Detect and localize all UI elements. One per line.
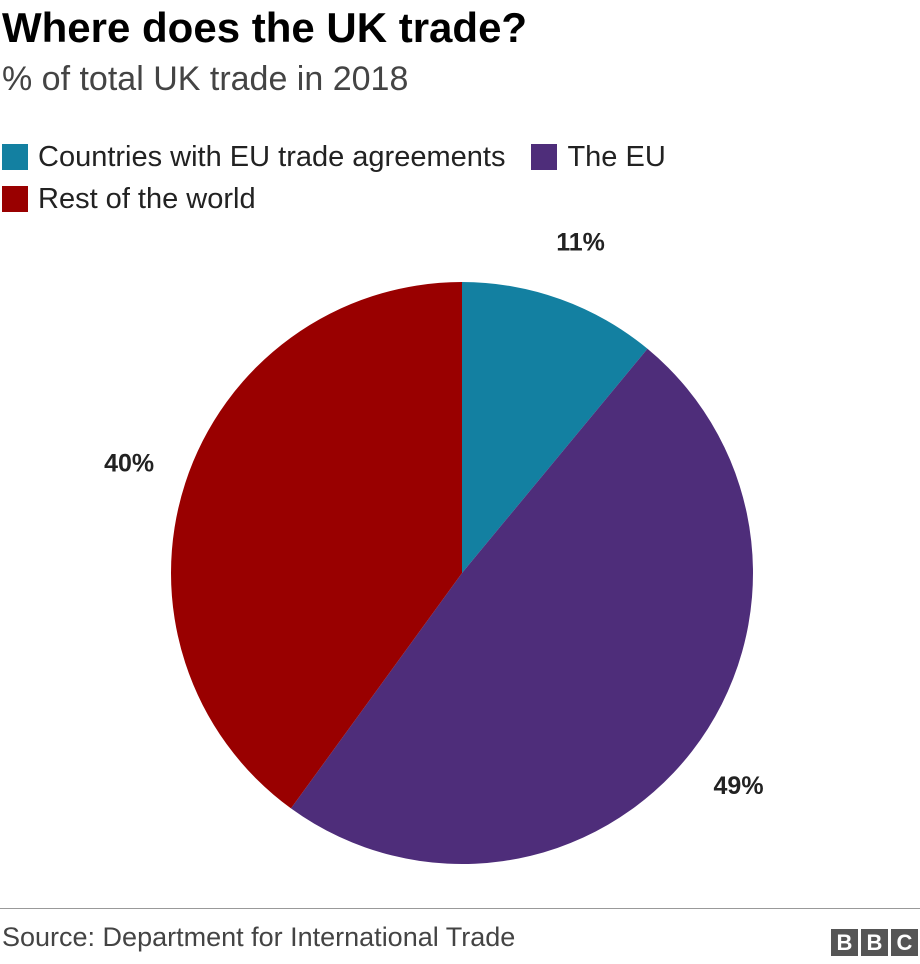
legend-swatch	[2, 144, 28, 170]
legend-row: Countries with EU trade agreements The E…	[2, 136, 902, 178]
legend-swatch	[531, 144, 558, 170]
logo-letter: B	[831, 929, 858, 956]
source-note: Source: Department for International Tra…	[2, 922, 516, 952]
bbc-logo: B B C	[831, 929, 918, 956]
legend-item-the-eu: The EU	[531, 140, 666, 174]
legend-label: Rest of the world	[38, 182, 256, 215]
chart-title: Where does the UK trade?	[2, 4, 528, 51]
legend-swatch	[2, 186, 28, 212]
legend: Countries with EU trade agreements The E…	[2, 136, 902, 220]
legend-item-rest-of-the-world: Rest of the world	[2, 183, 256, 216]
legend-row: Rest of the world	[2, 178, 902, 220]
pie-slice-the-eu	[290, 348, 753, 864]
pie-chart: 11% 49% 40%	[104, 230, 764, 864]
slice-data-label: 49%	[714, 772, 764, 800]
slice-data-label: 11%	[556, 230, 605, 256]
legend-label: Countries with EU trade agreements	[38, 140, 506, 173]
legend-item-countries-with-eu-trade-agreements: Countries with EU trade agreements	[2, 141, 505, 174]
logo-letter: C	[891, 929, 918, 956]
pie-slice-countries-with-eu-trade-agreements	[462, 282, 648, 573]
slice-data-label: 40%	[104, 449, 154, 477]
logo-letter: B	[861, 929, 888, 956]
pie-slice-rest-of-the-world	[170, 282, 462, 809]
footer-divider	[0, 908, 920, 909]
chart-subtitle: % of total UK trade in 2018	[2, 60, 409, 98]
legend-label: The EU	[567, 140, 666, 173]
